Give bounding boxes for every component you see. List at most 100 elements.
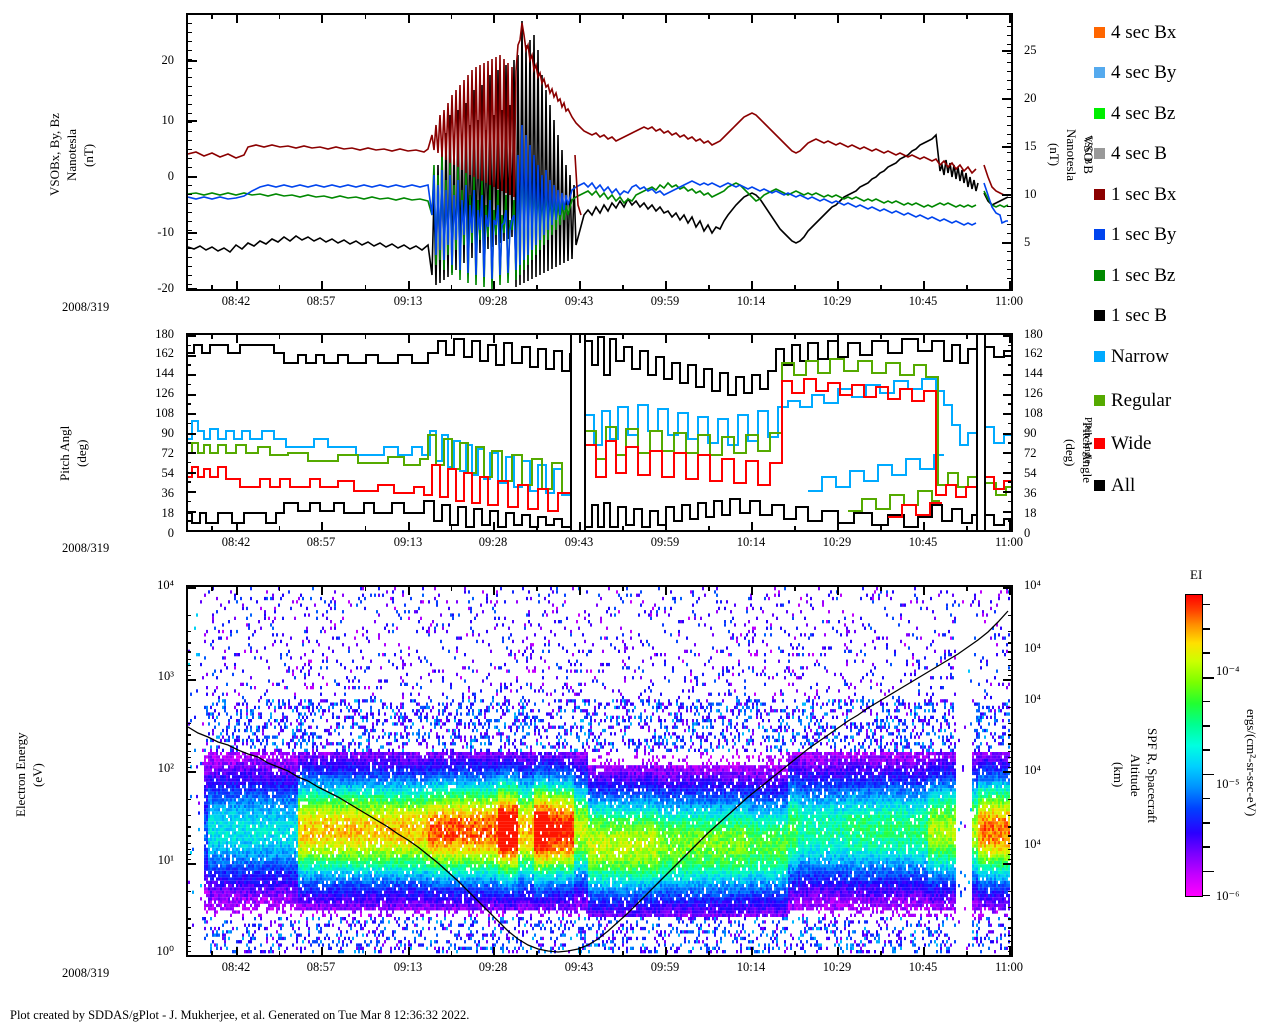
mag-right-axis-title: (nT) Nanotesla VSO B [1046,85,1096,225]
mag-x-ticklabels: 08:42 08:57 09:13 09:28 09:43 09:59 10:1… [186,295,1023,313]
spec-xtick-3: 09:28 [479,961,507,974]
legend-item-wide[interactable]: Wide [1094,434,1151,453]
legend-item-all[interactable]: All [1094,476,1135,495]
pitch-xtick-6: 10:14 [737,536,765,549]
pitch-left-ticklabels: 180 162 144 126 108 90 72 54 36 18 0 [140,328,182,539]
legend-label-4sec-bx: 4 sec Bx [1111,23,1176,42]
mag-xtick-3: 09:28 [479,295,507,308]
spec-right-ticklabels: 10⁴ 10⁴ 10⁴ 10⁴ 10⁴ [1018,579,1066,957]
spec-left-ticklabels: 10⁴ 10³ 10² 10¹ 10⁰ [134,579,182,957]
mag-xtick-8: 10:45 [909,295,937,308]
pitch-left-tick-144: 144 [155,367,174,380]
pitch-right-tick-180: 180 [1024,328,1043,341]
spec-date-label: 2008/319 [62,967,109,980]
pitch-date-label: 2008/319 [62,542,109,555]
pitch-angle-plot-area [186,333,1013,532]
legend-label-wide: Wide [1111,434,1151,453]
pitch-right-axis-title: (deg) Pitch Angle [1062,398,1095,508]
pitch-xtick-1: 08:57 [307,536,335,549]
spec-x-ticklabels: 08:42 08:57 09:13 09:28 09:43 09:59 10:1… [186,961,1023,979]
electron-spectrogram-plot-area [186,585,1013,957]
spec-right-axis-title-line3: (km) [1110,700,1126,850]
mag-left-tick-n10: -10 [157,226,174,239]
colorbar-title: EI [1190,568,1202,581]
pitch-xtick-7: 10:29 [823,536,851,549]
mag-right-axis-title-line2: Nanotesla [1063,85,1079,225]
mag-left-ticklabels: 20 10 0 -10 -20 [140,13,182,294]
colorbar-gradient [1185,594,1203,897]
pitch-right-tick-0: 0 [1024,527,1030,540]
spec-right-axis-title-line1: SPF R, Spacecraft [1144,700,1160,850]
mag-right-tick-20: 20 [1024,92,1037,105]
legend-label-all: All [1111,476,1135,495]
legend-swatch-4sec-by [1094,67,1105,78]
legend-item-regular[interactable]: Regular [1094,391,1171,410]
electron-spectrogram [188,587,1011,955]
mag-xtick-9: 11:00 [995,295,1023,308]
mag-left-tick-10: 10 [162,114,175,127]
pitch-left-axis-title-line1: Pitch Angl [57,398,73,508]
spec-xtick-0: 08:42 [222,961,250,974]
spec-right-tick-4: 10⁴ [1024,838,1041,851]
mag-left-axis-title-line1: VSOBx, By, Bz [47,80,63,230]
legend-swatch-4sec-b [1094,148,1105,159]
pitch-left-tick-18: 18 [162,507,175,520]
pitch-xtick-0: 08:42 [222,536,250,549]
legend-item-narrow[interactable]: Narrow [1094,347,1169,366]
colorbar-tick-1e-5: 10⁻⁵ [1216,778,1239,791]
mag-date-label: 2008/319 [62,301,109,314]
legend-group-label-vso-b: VSO B [1082,110,1093,190]
mag-right-tick-25: 25 [1024,44,1037,57]
mag-xtick-6: 10:14 [737,295,765,308]
mag-xtick-7: 10:29 [823,295,851,308]
pitch-left-tick-90: 90 [162,427,175,440]
legend-item-1sec-bz[interactable]: 1 sec Bz [1094,266,1175,285]
legend-swatch-1sec-bz [1094,270,1105,281]
pitch-right-tick-162: 162 [1024,347,1043,360]
pitch-right-tick-90: 90 [1024,427,1037,440]
legend-label-narrow: Narrow [1111,347,1169,366]
legend: VSO B Pitch Angle 4 sec Bx 4 sec By 4 se… [1082,10,1278,530]
mag-xtick-5: 09:59 [651,295,679,308]
mag-right-axis-title-line3: (nT) [1046,85,1062,225]
pitch-xtick-9: 11:00 [995,536,1023,549]
legend-item-4sec-bz[interactable]: 4 sec Bz [1094,104,1175,123]
legend-item-1sec-by[interactable]: 1 sec By [1094,225,1176,244]
spec-xtick-8: 10:45 [909,961,937,974]
mag-right-tick-10: 10 [1024,188,1037,201]
legend-item-1sec-bx[interactable]: 1 sec Bx [1094,185,1176,204]
pitch-right-ticklabels: 180 162 144 126 108 90 72 54 36 18 0 [1018,328,1062,539]
pitch-left-tick-36: 36 [162,487,175,500]
pitch-x-ticklabels: 08:42 08:57 09:13 09:28 09:43 09:59 10:1… [186,536,1023,554]
figure-caption: Plot created by SDDAS/gPlot - J. Mukherj… [10,1008,469,1023]
legend-label-1sec-bx: 1 sec Bx [1111,185,1176,204]
pitch-xtick-2: 09:13 [394,536,422,549]
legend-item-1sec-b[interactable]: 1 sec B [1094,306,1167,325]
spec-right-tick-3: 10⁴ [1024,764,1041,777]
mag-right-axis-title-line1: VSO B [1080,85,1096,225]
legend-item-4sec-by[interactable]: 4 sec By [1094,63,1176,82]
legend-item-4sec-bx[interactable]: 4 sec Bx [1094,23,1176,42]
spec-left-tick-1e1: 10¹ [158,854,174,867]
mag-xtick-0: 08:42 [222,295,250,308]
spec-xtick-6: 10:14 [737,961,765,974]
pitch-left-tick-126: 126 [155,387,174,400]
pitch-right-tick-18: 18 [1024,507,1037,520]
spec-left-tick-1e4: 10⁴ [157,579,174,592]
pitch-xtick-4: 09:43 [565,536,593,549]
spec-xtick-1: 08:57 [307,961,335,974]
pitch-right-tick-36: 36 [1024,487,1037,500]
spec-left-axis-title-line2: (eV) [30,710,46,840]
legend-label-4sec-bz: 4 sec Bz [1111,104,1175,123]
mag-left-tick-20: 20 [162,54,175,67]
colorbar-tick-1e-4: 10⁻⁴ [1216,665,1239,678]
legend-item-4sec-b[interactable]: 4 sec B [1094,144,1167,163]
legend-swatch-4sec-bx [1094,27,1105,38]
mag-xtick-4: 09:43 [565,295,593,308]
pitch-right-tick-54: 54 [1024,467,1037,480]
spec-right-axis-title: (km) Altitude SPF R, Spacecraft [1110,700,1160,850]
spec-right-tick-1: 10⁴ [1024,642,1041,655]
spec-left-axis-title: Electron Energy (eV) [13,710,46,840]
magnetic-field-traces [188,20,1009,289]
